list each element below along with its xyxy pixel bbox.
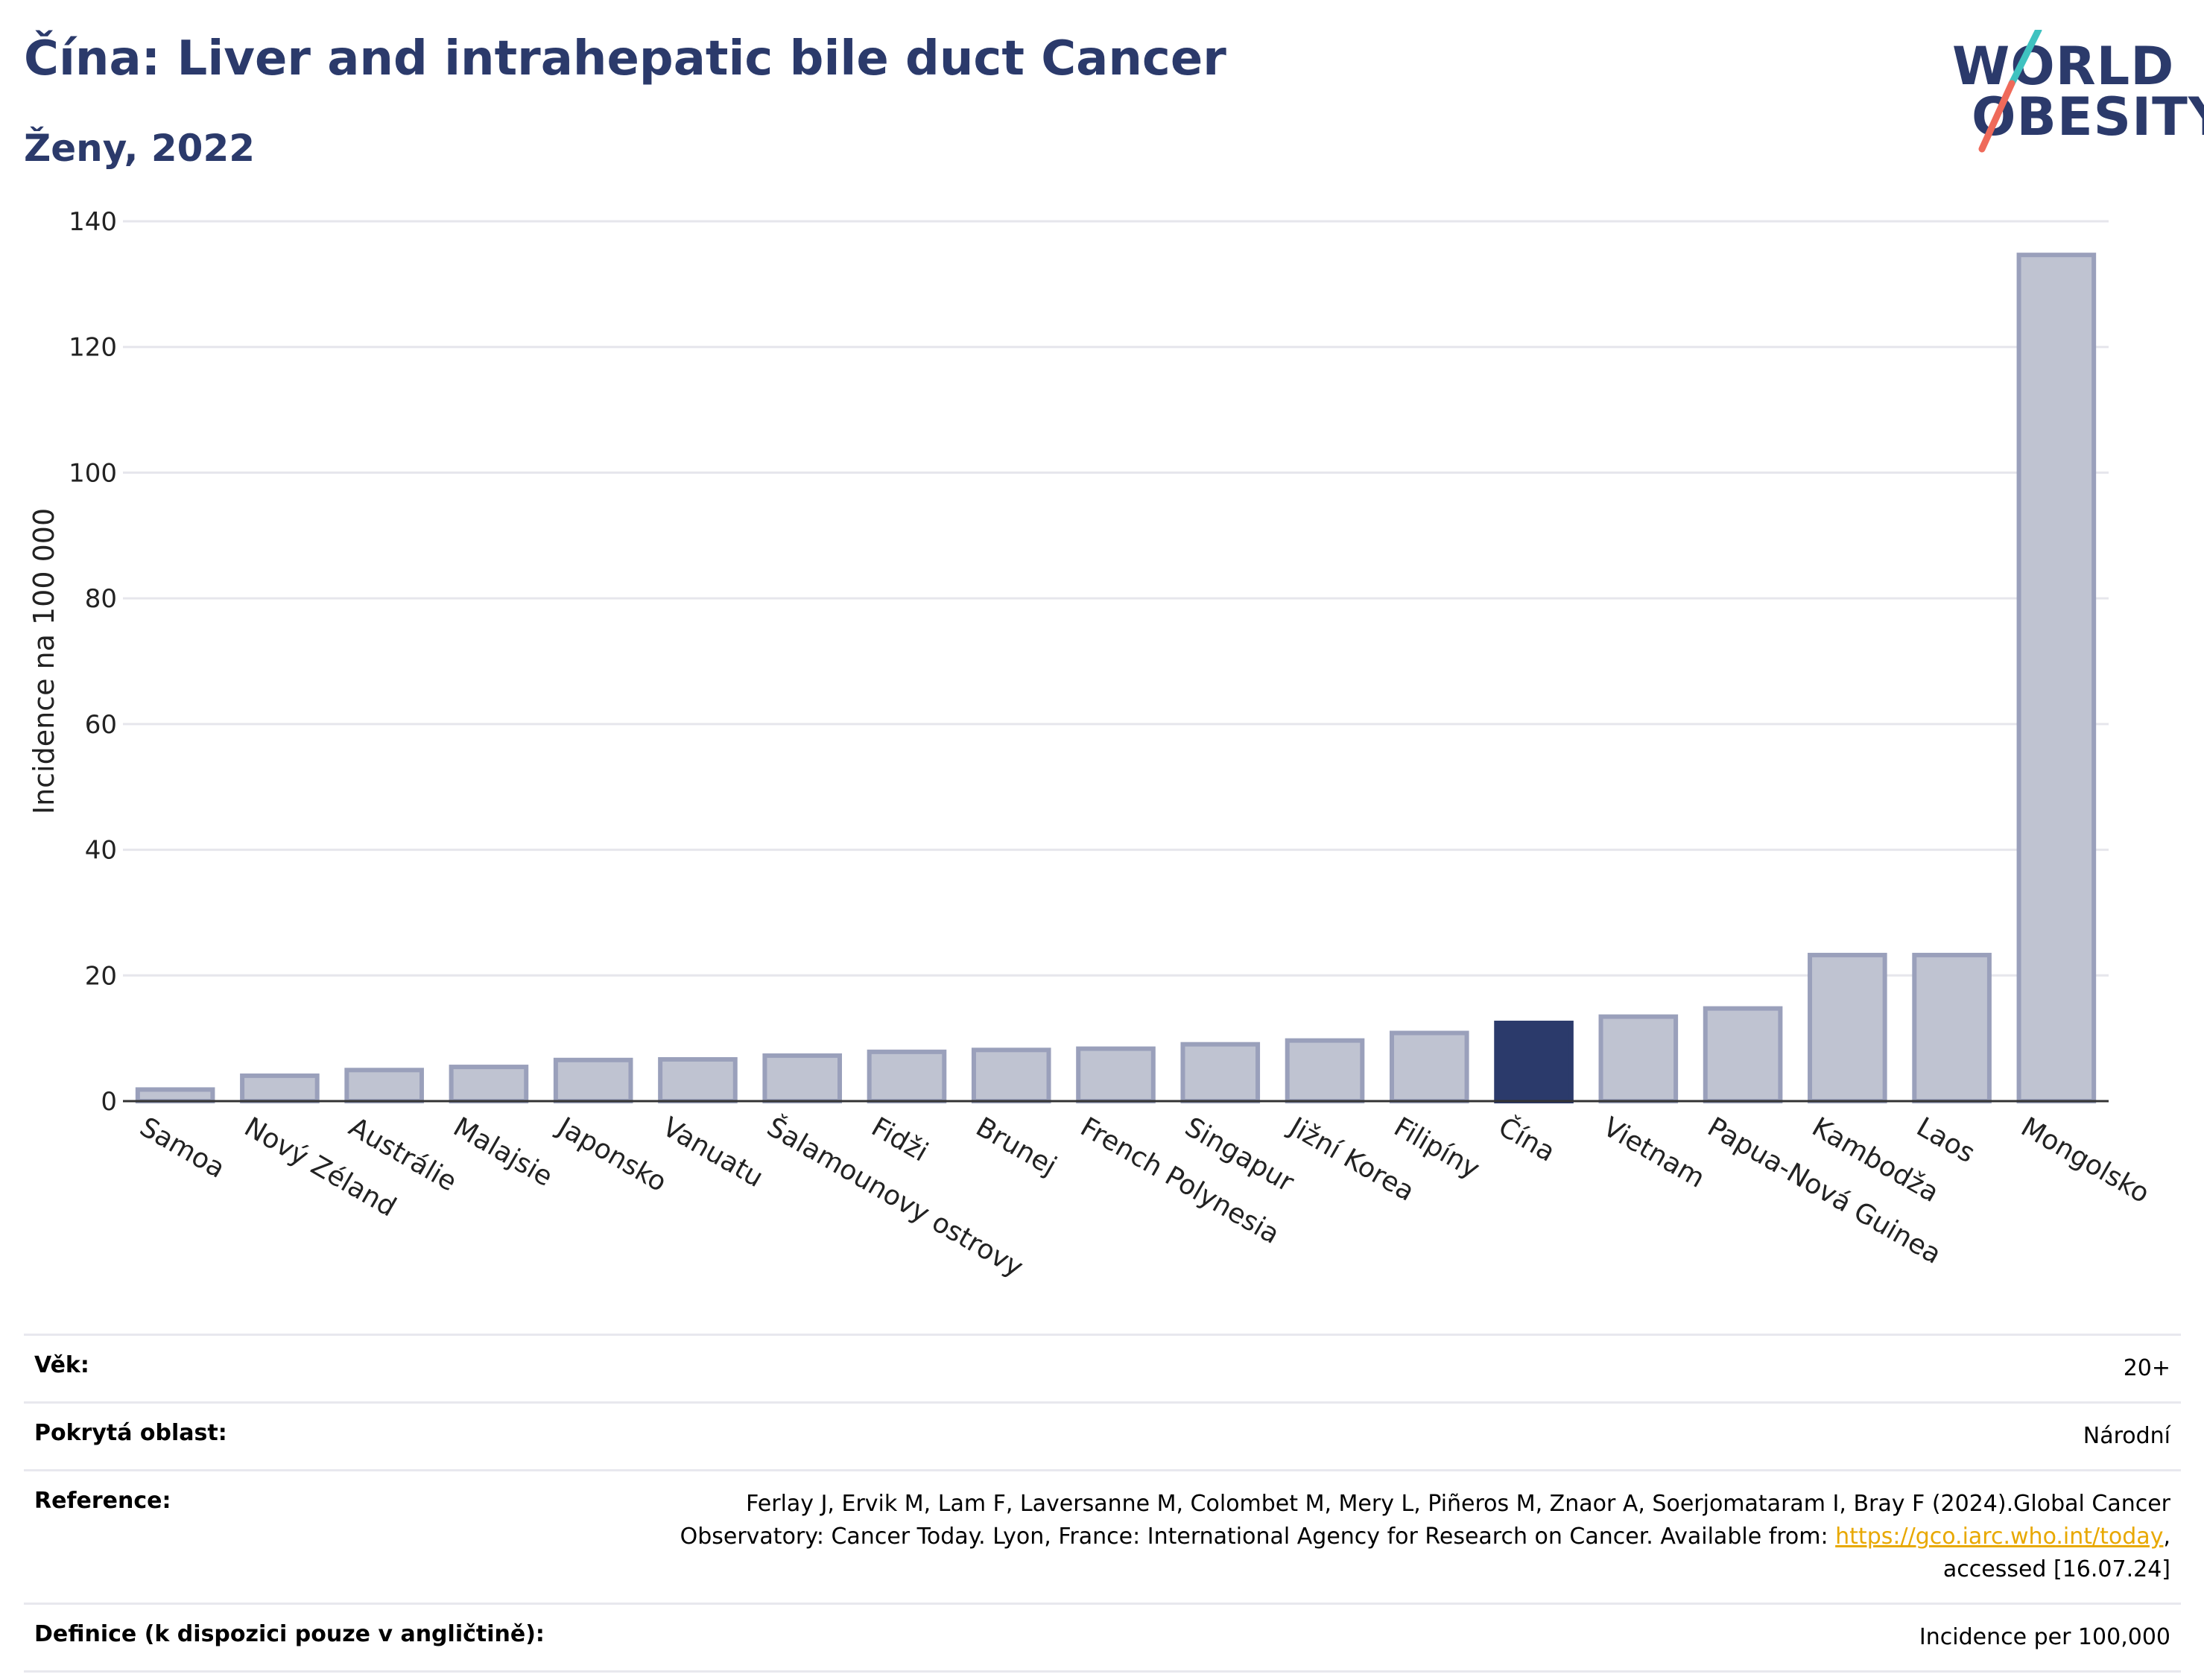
reference-accessed: , accessed [16.07.24] bbox=[1942, 1524, 2170, 1582]
x-tick-label: Mongolsko bbox=[2015, 1112, 2154, 1209]
y-axis-title: Incidence na 100 000 bbox=[28, 508, 60, 814]
age-label: Věk: bbox=[34, 1352, 89, 1378]
coverage-label: Pokrytá oblast: bbox=[34, 1420, 227, 1446]
logo-word-obesity: OBESITY bbox=[1972, 86, 2204, 148]
coverage-value: Národní bbox=[2083, 1423, 2170, 1449]
bar bbox=[1703, 1006, 1783, 1104]
reference-label: Reference: bbox=[34, 1488, 171, 1514]
logo-slash-icon bbox=[1978, 30, 2042, 153]
y-tick-label: 120 bbox=[69, 333, 117, 363]
x-tick-label: Fidži bbox=[866, 1112, 933, 1167]
info-row-age: Věk: 20+ bbox=[24, 1334, 2181, 1401]
x-tick-label: Vanuatu bbox=[657, 1112, 768, 1194]
x-tick-label: Samoa bbox=[135, 1112, 230, 1185]
reference-text: Ferlay J, Ervik M, Lam F, Laversanne M, … bbox=[680, 1491, 2170, 1550]
bar bbox=[1285, 1038, 1365, 1103]
age-value: 20+ bbox=[2123, 1355, 2170, 1381]
page-subtitle: Ženy, 2022 bbox=[24, 127, 256, 170]
y-tick-label: 100 bbox=[69, 458, 117, 488]
bar bbox=[553, 1057, 633, 1104]
y-tick-label: 40 bbox=[85, 836, 117, 866]
bar bbox=[1912, 952, 1992, 1103]
x-tick-label: Laos bbox=[1911, 1112, 1980, 1169]
definition-value: Incidence per 100,000 bbox=[1919, 1624, 2170, 1650]
x-tick-label: Japonsko bbox=[551, 1111, 671, 1198]
bar bbox=[1389, 1030, 1469, 1104]
info-row-reference: Reference: Ferlay J, Ervik M, Lam F, Lav… bbox=[24, 1469, 2181, 1603]
reference-value: Ferlay J, Ervik M, Lam F, Laversanne M, … bbox=[606, 1488, 2170, 1586]
bar bbox=[658, 1056, 738, 1103]
y-tick-label: 0 bbox=[101, 1087, 117, 1117]
definition-label: Definice (k dispozici pouze v angličtině… bbox=[34, 1621, 545, 1647]
page-title: Čína: Liver and intrahepatic bile duct C… bbox=[24, 31, 1226, 86]
x-tick-label: Vietnam bbox=[1597, 1112, 1709, 1194]
logo-word-world: WORLD bbox=[1952, 36, 2175, 97]
bar bbox=[449, 1065, 529, 1104]
bar bbox=[344, 1068, 424, 1104]
reference-link[interactable]: https://gco.iarc.who.int/today bbox=[1835, 1524, 2164, 1550]
y-tick-label: 80 bbox=[85, 584, 117, 614]
x-tick-label: French Polynesia bbox=[1075, 1112, 1285, 1250]
x-tick-label: Malajsie bbox=[448, 1112, 557, 1193]
bar bbox=[1076, 1046, 1156, 1103]
info-row-definition: Definice (k dispozici pouze v angličtině… bbox=[24, 1603, 2181, 1673]
x-tick-label: Brunej bbox=[971, 1112, 1062, 1182]
logo-slash-teal bbox=[2008, 30, 2042, 87]
y-tick-label: 20 bbox=[85, 961, 117, 991]
bar bbox=[2016, 253, 2097, 1103]
info-row-coverage: Pokrytá oblast: Národní bbox=[24, 1401, 2181, 1469]
world-obesity-logo: WORLD OBESITY bbox=[1952, 30, 2204, 156]
bar bbox=[971, 1047, 1051, 1103]
bar bbox=[1598, 1014, 1679, 1104]
bar bbox=[1808, 952, 1887, 1103]
y-tick-label: 140 bbox=[69, 207, 117, 237]
bar-chart: 0 20 40 60 80 100 120 140 Incidence na 100 000 Sa… bbox=[28, 207, 2154, 1283]
bar bbox=[867, 1049, 947, 1104]
y-tick-label: 60 bbox=[85, 710, 117, 740]
bar bbox=[762, 1053, 843, 1103]
info-table: Věk: 20+ Pokrytá oblast: Národní Referen… bbox=[24, 1334, 2181, 1673]
bar bbox=[240, 1073, 320, 1103]
bar bbox=[135, 1087, 215, 1103]
x-tick-label: Čína bbox=[1493, 1111, 1560, 1167]
logo-slash-coral bbox=[1978, 80, 2015, 153]
bar bbox=[1494, 1021, 1574, 1103]
bar bbox=[1180, 1042, 1261, 1104]
